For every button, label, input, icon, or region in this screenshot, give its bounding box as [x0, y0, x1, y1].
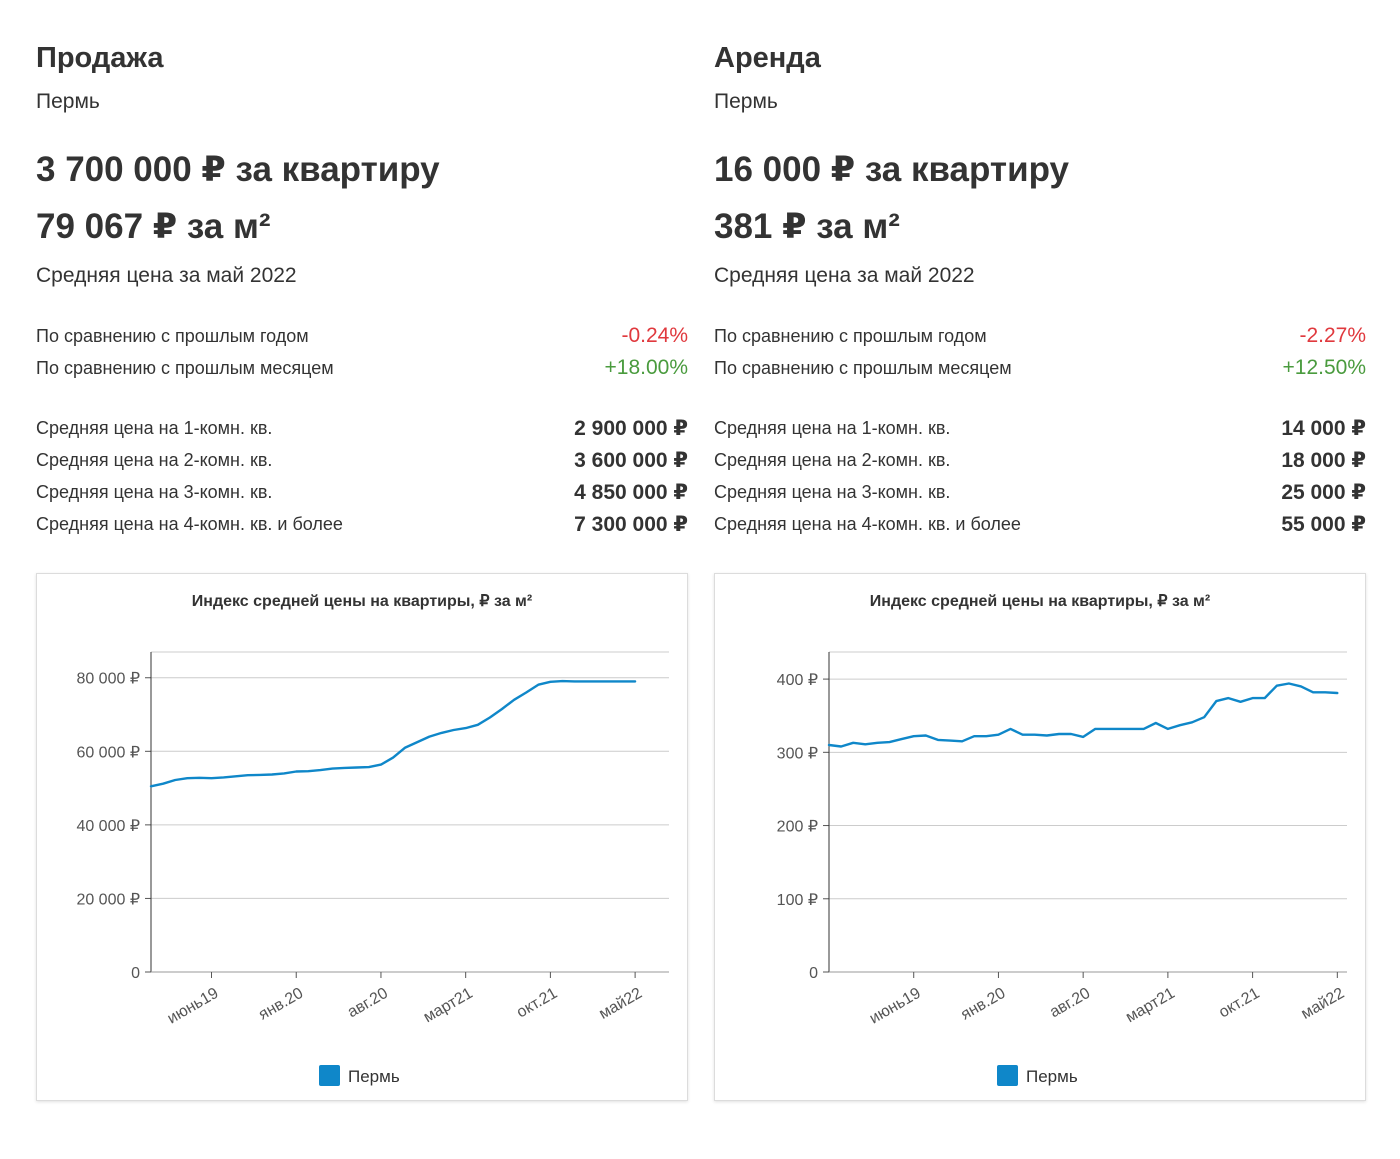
y-tick-label: 200 ₽ [777, 819, 818, 836]
rent-room-row-3: Средняя цена на 3-комн. кв. 25 000 ₽ [714, 479, 1366, 505]
sale-room-value: 7 300 000 ₽ [574, 512, 688, 536]
y-tick-label: 300 ₽ [777, 745, 818, 762]
legend-label: Пермь [348, 1067, 400, 1086]
y-tick-label: 400 ₽ [777, 672, 818, 689]
sale-mom-label: По сравнению с прошлым месяцем [36, 357, 334, 378]
rent-city: Пермь [714, 90, 778, 113]
x-tick-label: май22 [1298, 985, 1347, 1023]
x-tick-label: авг.20 [1047, 985, 1093, 1022]
y-tick-label: 80 000 ₽ [76, 671, 140, 688]
sale-yoy-value: -0.24% [621, 324, 688, 347]
sale-price-chart: Индекс средней цены на квартиры, ₽ за м²… [76, 593, 669, 1086]
rent-room-row-2: Средняя цена на 2-комн. кв. 18 000 ₽ [714, 447, 1366, 473]
rent-price-m2: 381 ₽ за м² [714, 207, 900, 246]
y-tick-label: 0 [131, 965, 140, 982]
rent-room-label: Средняя цена на 3-комн. кв. [714, 481, 951, 502]
rent-room-label: Средняя цена на 2-комн. кв. [714, 449, 951, 470]
sale-room-row-1: Средняя цена на 1-комн. кв. 2 900 000 ₽ [36, 415, 688, 441]
rent-price-flat: 16 000 ₽ за квартиру [714, 150, 1069, 189]
rent-room-label: Средняя цена на 1-комн. кв. [714, 417, 951, 438]
rent-mom-row: По сравнению с прошлым месяцем +12.50% [714, 355, 1366, 381]
y-tick-label: 40 000 ₽ [76, 818, 140, 835]
x-tick-label: окт.21 [514, 985, 561, 1022]
sale-price-flat: 3 700 000 ₽ за квартиру [36, 150, 440, 189]
sale-period: Средняя цена за май 2022 [36, 264, 297, 287]
y-tick-label: 0 [809, 965, 818, 982]
sale-city: Пермь [36, 90, 100, 113]
x-tick-label: май22 [596, 985, 645, 1023]
sale-price-m2: 79 067 ₽ за м² [36, 207, 271, 246]
sale-room-value: 3 600 000 ₽ [574, 448, 688, 472]
x-tick-label: окт.21 [1216, 985, 1263, 1022]
rent-yoy-row: По сравнению с прошлым годом -2.27% [714, 323, 1366, 349]
x-tick-label: янв.20 [958, 985, 1008, 1024]
sale-room-label: Средняя цена на 4-комн. кв. и более [36, 513, 343, 534]
sale-title: Продажа [36, 42, 164, 74]
rent-yoy-label: По сравнению с прошлым годом [714, 325, 987, 346]
legend-label: Пермь [1026, 1067, 1078, 1086]
sale-room-row-2: Средняя цена на 2-комн. кв. 3 600 000 ₽ [36, 447, 688, 473]
sale-mom-row: По сравнению с прошлым месяцем +18.00% [36, 355, 688, 381]
sale-room-row-3: Средняя цена на 3-комн. кв. 4 850 000 ₽ [36, 479, 688, 505]
rent-mom-label: По сравнению с прошлым месяцем [714, 357, 1012, 378]
rent-room-value: 25 000 ₽ [1281, 480, 1366, 504]
rent-price-chart: Индекс средней цены на квартиры, ₽ за м²… [777, 593, 1347, 1086]
rent-yoy-value: -2.27% [1299, 324, 1366, 347]
rent-title: Аренда [714, 42, 821, 74]
rent-chart-panel: Индекс средней цены на квартиры, ₽ за м²… [714, 573, 1366, 1101]
rent-room-value: 14 000 ₽ [1281, 416, 1366, 440]
sale-room-label: Средняя цена на 2-комн. кв. [36, 449, 273, 470]
chart-title: Индекс средней цены на квартиры, ₽ за м² [192, 593, 532, 610]
sale-chart-panel: Индекс средней цены на квартиры, ₽ за м²… [36, 573, 688, 1101]
rent-mom-value: +12.50% [1282, 356, 1367, 379]
series-line-perm [149, 679, 637, 788]
legend-swatch [319, 1065, 340, 1086]
y-tick-label: 60 000 ₽ [76, 744, 140, 761]
x-tick-label: март21 [1123, 985, 1178, 1027]
sale-room-label: Средняя цена на 1-комн. кв. [36, 417, 273, 438]
sale-mom-value: +18.00% [604, 356, 689, 379]
rent-period: Средняя цена за май 2022 [714, 264, 975, 287]
sale-room-value: 2 900 000 ₽ [574, 416, 688, 440]
y-tick-label: 20 000 ₽ [76, 891, 140, 908]
rent-room-row-4: Средняя цена на 4-комн. кв. и более 55 0… [714, 511, 1366, 537]
rent-room-row-1: Средняя цена на 1-комн. кв. 14 000 ₽ [714, 415, 1366, 441]
series-line-perm [827, 682, 1339, 748]
x-tick-label: янв.20 [256, 985, 306, 1024]
rent-room-value: 18 000 ₽ [1281, 448, 1366, 472]
sale-yoy-row: По сравнению с прошлым годом -0.24% [36, 323, 688, 349]
x-tick-label: июнь19 [867, 985, 924, 1028]
legend-swatch [997, 1065, 1018, 1086]
x-tick-label: март21 [421, 985, 476, 1027]
sale-room-label: Средняя цена на 3-комн. кв. [36, 481, 273, 502]
sale-room-row-4: Средняя цена на 4-комн. кв. и более 7 30… [36, 511, 688, 537]
x-tick-label: июнь19 [165, 985, 222, 1028]
y-tick-label: 100 ₽ [777, 892, 818, 909]
rent-room-value: 55 000 ₽ [1281, 512, 1366, 536]
sale-room-value: 4 850 000 ₽ [574, 480, 688, 504]
x-tick-label: авг.20 [345, 985, 391, 1022]
chart-title: Индекс средней цены на квартиры, ₽ за м² [870, 593, 1210, 610]
rent-room-label: Средняя цена на 4-комн. кв. и более [714, 513, 1021, 534]
sale-yoy-label: По сравнению с прошлым годом [36, 325, 309, 346]
